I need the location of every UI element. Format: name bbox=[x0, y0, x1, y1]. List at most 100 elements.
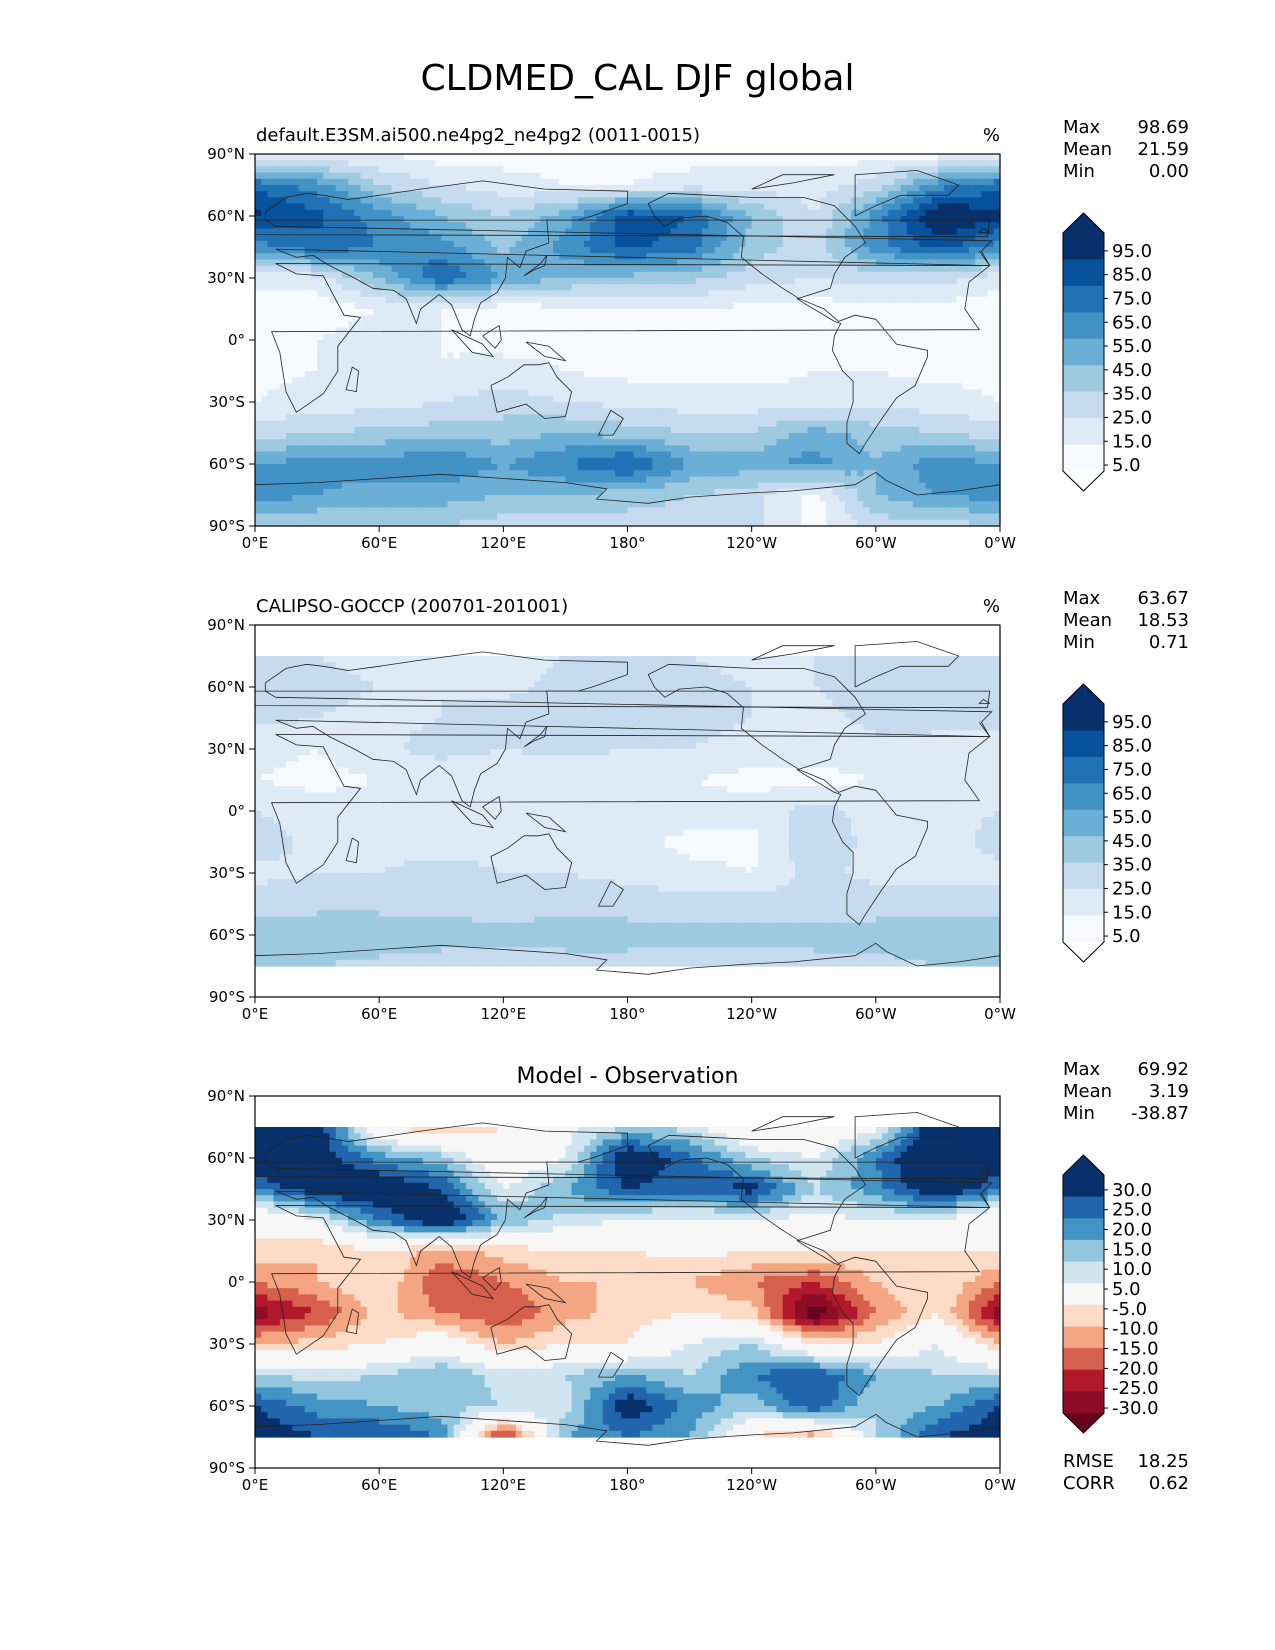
field-cell bbox=[720, 253, 728, 260]
field-cell bbox=[472, 259, 480, 267]
field-cell bbox=[559, 247, 567, 254]
field-cell bbox=[882, 358, 889, 366]
field-cell bbox=[844, 172, 852, 180]
field-cell bbox=[689, 402, 697, 409]
field-cell bbox=[745, 383, 753, 391]
field-cell bbox=[360, 377, 368, 384]
field-cell bbox=[267, 203, 275, 211]
field-cell bbox=[670, 160, 678, 167]
field-cell bbox=[528, 389, 535, 397]
field-cell bbox=[714, 352, 722, 360]
field-cell bbox=[677, 259, 684, 267]
field-cell bbox=[875, 247, 883, 254]
field-cell bbox=[950, 265, 958, 273]
field-cell bbox=[509, 228, 517, 236]
field-cell bbox=[546, 265, 554, 273]
field-cell bbox=[720, 160, 728, 167]
field-cell bbox=[888, 278, 896, 285]
field-cell bbox=[906, 296, 914, 304]
field-cell bbox=[385, 352, 393, 360]
field-cell bbox=[664, 296, 672, 304]
field-cell bbox=[559, 172, 567, 180]
field-cell bbox=[968, 302, 976, 310]
field-cell bbox=[559, 358, 567, 366]
field-cell bbox=[950, 271, 958, 279]
field-cell bbox=[664, 222, 672, 229]
field-cell bbox=[360, 346, 368, 353]
field-cell bbox=[608, 228, 616, 236]
field-cell bbox=[410, 216, 418, 223]
field-cell bbox=[807, 185, 815, 192]
field-cell bbox=[757, 154, 765, 161]
field-cell bbox=[882, 185, 889, 192]
field-cell bbox=[422, 166, 430, 174]
field-cell bbox=[869, 383, 877, 391]
field-cell bbox=[658, 259, 666, 267]
field-cell bbox=[857, 271, 865, 279]
field-cell bbox=[695, 395, 703, 403]
field-cell bbox=[968, 216, 976, 223]
field-cell bbox=[627, 253, 635, 260]
field-cell bbox=[739, 278, 747, 285]
field-cell bbox=[472, 290, 480, 298]
field-cell bbox=[888, 321, 896, 329]
field-cell bbox=[273, 364, 281, 372]
field-cell bbox=[292, 222, 300, 229]
field-cell bbox=[341, 216, 349, 223]
field-cell bbox=[453, 154, 461, 161]
field-cell bbox=[795, 271, 802, 279]
field-cell bbox=[987, 296, 995, 304]
field-cell bbox=[646, 191, 653, 198]
field-cell bbox=[261, 197, 269, 205]
field-cell bbox=[826, 271, 833, 279]
field-cell bbox=[838, 321, 846, 329]
field-cell bbox=[739, 234, 747, 242]
field-cell bbox=[255, 191, 262, 198]
field-cell bbox=[913, 377, 920, 384]
field-cell bbox=[565, 203, 573, 211]
field-cell bbox=[689, 172, 697, 180]
field-cell bbox=[372, 284, 380, 291]
field-cell bbox=[490, 309, 498, 316]
field-cell bbox=[689, 197, 697, 205]
field-cell bbox=[292, 340, 300, 347]
field-cell bbox=[627, 340, 635, 347]
field-cell bbox=[795, 222, 802, 229]
field-cell bbox=[509, 185, 517, 192]
field-cell bbox=[962, 209, 970, 217]
field-cell bbox=[826, 222, 833, 229]
field-cell bbox=[745, 340, 753, 347]
field-cell bbox=[484, 172, 492, 180]
field-cell bbox=[838, 259, 846, 267]
field-cell bbox=[441, 166, 449, 174]
field-cell bbox=[646, 154, 653, 161]
field-cell bbox=[987, 197, 995, 205]
field-cell bbox=[366, 321, 374, 329]
field-cell bbox=[279, 383, 287, 391]
field-cell bbox=[391, 247, 399, 254]
field-cell bbox=[670, 234, 678, 242]
field-cell bbox=[404, 253, 411, 260]
field-cell bbox=[435, 166, 442, 174]
field-cell bbox=[993, 352, 1000, 360]
field-cell bbox=[702, 395, 709, 403]
field-cell bbox=[435, 203, 442, 211]
field-cell bbox=[317, 178, 324, 186]
field-cell bbox=[459, 172, 467, 180]
field-cell bbox=[906, 203, 914, 211]
field-cell bbox=[646, 377, 653, 384]
field-cell bbox=[410, 154, 418, 161]
field-cell bbox=[689, 364, 697, 372]
field-cell bbox=[931, 259, 939, 267]
field-cell bbox=[261, 222, 269, 229]
field-cell bbox=[695, 377, 703, 384]
field-cell bbox=[670, 340, 678, 347]
field-cell bbox=[354, 333, 362, 341]
field-cell bbox=[770, 228, 778, 236]
field-cell bbox=[540, 340, 548, 347]
field-cell bbox=[968, 203, 976, 211]
field-cell bbox=[559, 333, 567, 341]
field-cell bbox=[739, 296, 747, 304]
field-cell bbox=[646, 253, 653, 260]
field-cell bbox=[478, 321, 486, 329]
